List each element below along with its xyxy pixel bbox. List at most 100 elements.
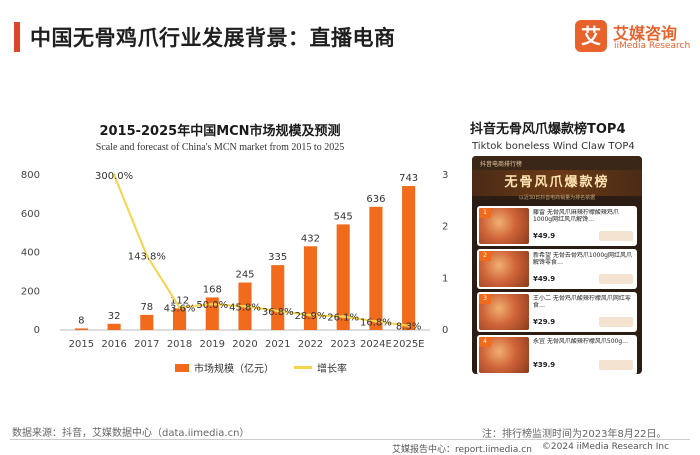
y-left-tick-label: 800	[21, 170, 40, 181]
page-title: 中国无骨鸡爪行业发展背景：直播电商	[30, 26, 396, 50]
bar	[205, 297, 219, 330]
growth-rate-label: 43.6%	[164, 303, 196, 314]
product-card[interactable]: 4 永宜 无骨风爪酸辣柠檬风爪500g… ¥39.9	[477, 335, 637, 374]
product-rank-badge: 2	[479, 251, 491, 261]
buy-button[interactable]	[599, 231, 633, 241]
tiktok-ranking-screenshot: 抖音电商排行榜 无骨风爪爆款榜 以近30日抖音电商销量为排名依据 1 藤雷 无骨…	[472, 156, 642, 374]
iimedia-logo: 艾 艾媒咨询 iiMedia Research	[575, 18, 695, 58]
x-tick-label: 2023	[330, 339, 355, 350]
legend-bar-label: 市场规模（亿元）	[194, 364, 274, 375]
product-price: ¥49.9	[533, 275, 556, 283]
product-name: 永宜 无骨风爪酸辣柠檬风爪500g…	[533, 338, 629, 345]
ranking-title: 抖音无骨风爪爆款榜TOP4	[470, 122, 626, 137]
legend-line-label: 增长率	[317, 364, 347, 375]
product-rank-badge: 3	[479, 294, 491, 304]
bar-value-label: 545	[334, 211, 353, 222]
bar-value-label: 112	[170, 295, 189, 306]
growth-rate-point	[178, 305, 182, 309]
x-tick-label: 2024E	[360, 339, 392, 350]
title-accent-bar	[14, 22, 20, 52]
product-rank-badge: 4	[479, 337, 491, 347]
y-left-tick-label: 400	[21, 248, 40, 259]
growth-rate-label: 36.8%	[262, 307, 294, 318]
product-rank-badge: 1	[479, 208, 491, 218]
bar-value-label: 432	[301, 233, 320, 244]
chart-subtitle: Scale and forecast of China's MCN market…	[95, 142, 345, 153]
x-tick-label: 2021	[265, 339, 290, 350]
product-name: 藤雷 无骨风爪麻辣柠檬酸辣鸡爪1000g网红风爪解馋…	[533, 209, 619, 223]
product-card[interactable]: 1 藤雷 无骨风爪麻辣柠檬酸辣鸡爪1000g网红风爪解馋… ¥49.9	[477, 206, 637, 246]
growth-rate-point	[374, 319, 378, 323]
ranking-note: 注：排行榜监测时间为2023年8月22日。	[482, 429, 667, 440]
ranking-subtitle: Tiktok boneless Wind Claw TOP4	[472, 141, 635, 152]
phone-panel-title: 无骨风爪爆款榜	[472, 170, 642, 196]
growth-rate-point	[210, 302, 214, 306]
logo-mark-icon: 艾	[575, 20, 607, 52]
product-name: 新希望 无骨去骨鸡爪1000g网红风爪解馋零食…	[533, 252, 632, 266]
legend-line-swatch	[294, 366, 312, 369]
legend-bar-swatch	[175, 363, 189, 372]
y-right-tick-label: 0	[442, 325, 448, 336]
growth-rate-label: 26.1%	[327, 313, 359, 324]
chart-legend: 市场规模（亿元） 增长率	[175, 360, 347, 375]
growth-rate-label: 300.0%	[95, 171, 133, 182]
bar-value-label: 8	[78, 315, 84, 326]
buy-button[interactable]	[599, 274, 633, 284]
buy-button[interactable]	[599, 317, 633, 327]
growth-rate-point	[341, 315, 345, 319]
legend-item-line: 增长率	[294, 360, 347, 375]
report-center-link[interactable]: 艾媒报告中心：report.iimedia.cn	[392, 445, 532, 455]
x-tick-label: 2020	[232, 339, 257, 350]
footer-divider	[10, 439, 690, 440]
y-left-tick-label: 200	[21, 286, 40, 297]
bar	[336, 224, 350, 330]
growth-rate-label: 28.9%	[295, 311, 327, 322]
product-name: 王小二 无骨鸡爪酸辣柠檬风爪网红零食…	[533, 295, 631, 309]
bar-value-label: 636	[366, 194, 385, 205]
y-right-tick-label: 3	[442, 170, 448, 181]
growth-rate-label: 50.0%	[196, 300, 228, 311]
product-price: ¥39.9	[533, 361, 556, 369]
growth-rate-label: 16.8%	[360, 317, 392, 328]
growth-rate-point	[407, 324, 411, 328]
x-tick-label: 2018	[167, 339, 192, 350]
growth-rate-point	[308, 313, 312, 317]
bar-value-label: 743	[399, 173, 418, 184]
x-tick-label: 2019	[200, 339, 225, 350]
y-right-tick-label: 2	[442, 222, 448, 233]
growth-rate-label: 143.8%	[128, 252, 166, 263]
bar-value-label: 78	[140, 302, 153, 313]
growth-rate-point	[145, 254, 149, 258]
logo-english-text: iiMedia Research	[614, 41, 691, 51]
x-tick-label: 2017	[134, 339, 159, 350]
legend-item-bar: 市场规模（亿元）	[175, 360, 274, 375]
y-left-tick-label: 0	[34, 325, 40, 336]
footer: 艾媒报告中心：report.iimedia.cn ©2024 iiMedia R…	[392, 442, 669, 455]
product-price: ¥29.9	[533, 318, 556, 326]
bar	[173, 308, 187, 330]
bar	[303, 246, 317, 330]
x-tick-label: 2022	[298, 339, 323, 350]
bar-value-label: 168	[203, 284, 222, 295]
product-card[interactable]: 2 新希望 无骨去骨鸡爪1000g网红风爪解馋零食… ¥49.9	[477, 249, 637, 289]
bar-value-label: 245	[235, 270, 254, 281]
logo-chinese-text: 艾媒咨询	[613, 24, 678, 43]
growth-rate-line	[113, 174, 409, 327]
phone-status-bar: 抖音电商排行榜	[472, 156, 642, 170]
data-source: 数据来源：抖音，艾媒数据中心（data.iimedia.cn）	[12, 428, 250, 439]
bar	[402, 186, 416, 330]
x-tick-label: 2015	[69, 339, 94, 350]
product-card[interactable]: 3 王小二 无骨鸡爪酸辣柠檬风爪网红零食… ¥29.9	[477, 292, 637, 332]
product-price: ¥49.9	[533, 232, 556, 240]
buy-button[interactable]	[599, 360, 633, 370]
growth-rate-label: 45.8%	[229, 302, 261, 313]
growth-rate-point	[112, 173, 116, 177]
bar	[107, 323, 121, 330]
y-left-tick-label: 600	[21, 209, 40, 220]
growth-rate-point	[243, 304, 247, 308]
bar	[369, 206, 383, 330]
mcn-market-chart: 0 200 400 600 800 0 1 2 3 8 32 78 112 168 245 335 432 545…	[21, 170, 448, 350]
bar-value-label: 335	[268, 252, 287, 263]
bar	[74, 328, 88, 330]
growth-rate-point	[276, 309, 280, 313]
